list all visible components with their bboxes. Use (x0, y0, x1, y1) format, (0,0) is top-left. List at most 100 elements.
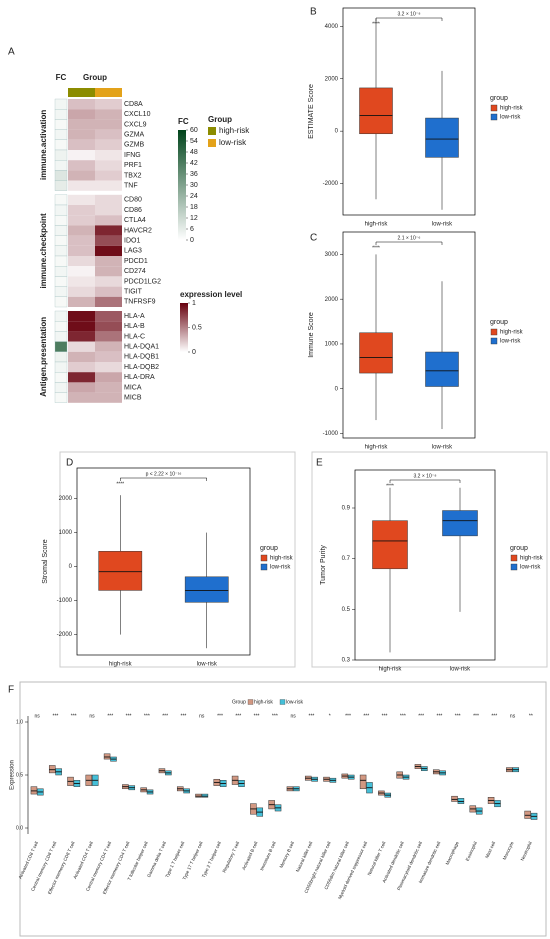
box (372, 520, 408, 570)
significance: *** (254, 713, 260, 719)
heat-cell (68, 362, 95, 373)
significance: *** (181, 713, 187, 719)
heat-cell (68, 341, 95, 352)
bracket (120, 477, 207, 481)
significance: *** (491, 713, 497, 719)
heat-cell (68, 392, 95, 403)
heat-cell (95, 180, 122, 191)
fc-cell (54, 119, 68, 130)
box (524, 810, 531, 819)
colorbar-label: 42 (190, 160, 198, 167)
y-tick-label: 0.5 (342, 607, 351, 613)
heat-cell (95, 99, 122, 110)
legend-label: low-risk (520, 565, 541, 571)
colorbar-label: 1 (192, 300, 196, 307)
fc-cell (54, 194, 68, 206)
x-tick-label: high-risk (109, 662, 133, 668)
significance: ns (35, 713, 41, 719)
row-label: CD274 (124, 268, 146, 275)
legend-title: Group (232, 699, 246, 705)
fc-cell (54, 245, 68, 257)
significance: ** (529, 713, 533, 719)
heat-cell (68, 160, 95, 171)
y-tick-label: -2000 (57, 632, 73, 638)
y-tick-label: -2000 (323, 181, 339, 187)
significance: ns (510, 713, 516, 719)
box (201, 793, 209, 798)
box (457, 798, 465, 804)
significance: *** (107, 713, 113, 719)
row-label: PDCD1 (124, 258, 148, 265)
legend-title: group (490, 95, 508, 102)
fc-cell (54, 296, 68, 308)
legend-label: high-risk (500, 106, 524, 112)
plot-frame (342, 7, 476, 216)
y-tick-label: 4000 (325, 24, 339, 30)
row-label: HLA-A (124, 313, 145, 320)
heat-cell (68, 382, 95, 393)
legend-swatch (510, 563, 518, 571)
heat-cell (68, 194, 95, 205)
y-axis-title: Expression (10, 760, 16, 790)
x-tick-label: low-risk (432, 222, 453, 228)
colorbar-label: 24 (190, 193, 198, 200)
y-tick-label: 0 (69, 564, 73, 570)
heat-cell (68, 129, 95, 140)
fc-cell (54, 160, 68, 171)
row-group-label: immune.checkpoint (39, 213, 48, 288)
row-label: HLA-DQA1 (124, 344, 159, 351)
row-label: CD8A (124, 101, 143, 108)
column-header: FC (56, 73, 67, 82)
heat-cell (95, 382, 122, 393)
legend-label: high-risk (520, 556, 544, 562)
heat-cell (95, 266, 122, 277)
heat-cell (68, 99, 95, 110)
legend-label: low-risk (500, 115, 521, 121)
legend-swatch (279, 699, 286, 705)
colorbar-label: 30 (190, 182, 198, 189)
panel-frame (19, 681, 547, 937)
heat-cell (68, 170, 95, 181)
row-label: PDCD1LG2 (124, 278, 161, 285)
row-label: TIGIT (124, 289, 143, 296)
heat-cell (68, 205, 95, 216)
y-axis-title: ESTIMATE Score (308, 84, 315, 139)
significance: *** (162, 713, 168, 719)
y-axis-title: Immune Score (308, 312, 315, 358)
row-label: TBX2 (124, 172, 142, 179)
row-label: MICA (124, 384, 142, 391)
row-label: TNF (124, 183, 138, 190)
significance: **** (372, 21, 380, 27)
heat-cell (95, 129, 122, 140)
heat-cell (95, 286, 122, 297)
box (425, 351, 459, 387)
heat-cell (68, 321, 95, 332)
panel-label: A (8, 47, 15, 58)
y-tick-label: 1000 (325, 342, 339, 348)
row-label: GZMB (124, 142, 145, 149)
box (359, 774, 367, 790)
y-tick-label: 2000 (325, 297, 339, 303)
y-tick-label: 0 (335, 386, 339, 392)
legend-label: low-risk (500, 339, 521, 345)
significance: *** (400, 713, 406, 719)
heat-cell (95, 245, 122, 256)
row-label: TNFRSF9 (124, 299, 156, 306)
y-tick-label: -1000 (57, 598, 73, 604)
row-label: CTLA4 (124, 217, 146, 224)
heat-cell (68, 256, 95, 267)
heat-cell (95, 372, 122, 383)
row-group-label: immune.activation (39, 110, 48, 180)
row-label: IDO1 (124, 238, 140, 245)
y-tick-label: 3000 (325, 252, 339, 258)
colorbar (178, 130, 186, 240)
bracket (389, 479, 461, 483)
y-tick-label: -1000 (323, 431, 339, 437)
heat-cell (68, 119, 95, 130)
column-header: Group (83, 73, 107, 82)
y-tick-label: 1000 (59, 530, 73, 536)
annotation: 2.1 × 10⁻⁶ (398, 235, 421, 241)
legend-swatch (490, 104, 498, 112)
legend-label: low-risk (286, 699, 303, 705)
significance: *** (144, 713, 150, 719)
